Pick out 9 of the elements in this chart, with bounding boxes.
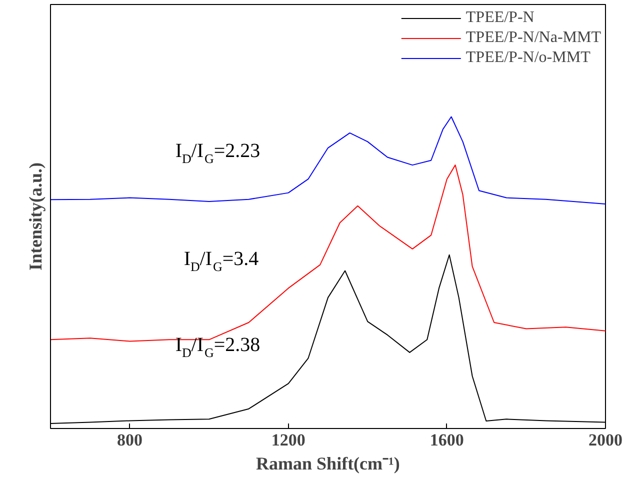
- x-tick-label: 2000: [588, 430, 622, 450]
- legend-label: TPEE/P-N/o-MMT: [466, 49, 590, 67]
- x-tick-label: 1600: [430, 430, 464, 450]
- x-tick-label: 1200: [271, 430, 306, 450]
- y-axis-title: Intensity(a.u.): [26, 162, 46, 271]
- x-axis-title: Raman Shift(cm⁻¹): [256, 454, 400, 474]
- legend-label: TPEE/P-N: [466, 9, 534, 27]
- legend-label: TPEE/P-N/Na-MMT: [466, 29, 601, 47]
- x-tick-label: 800: [117, 430, 143, 450]
